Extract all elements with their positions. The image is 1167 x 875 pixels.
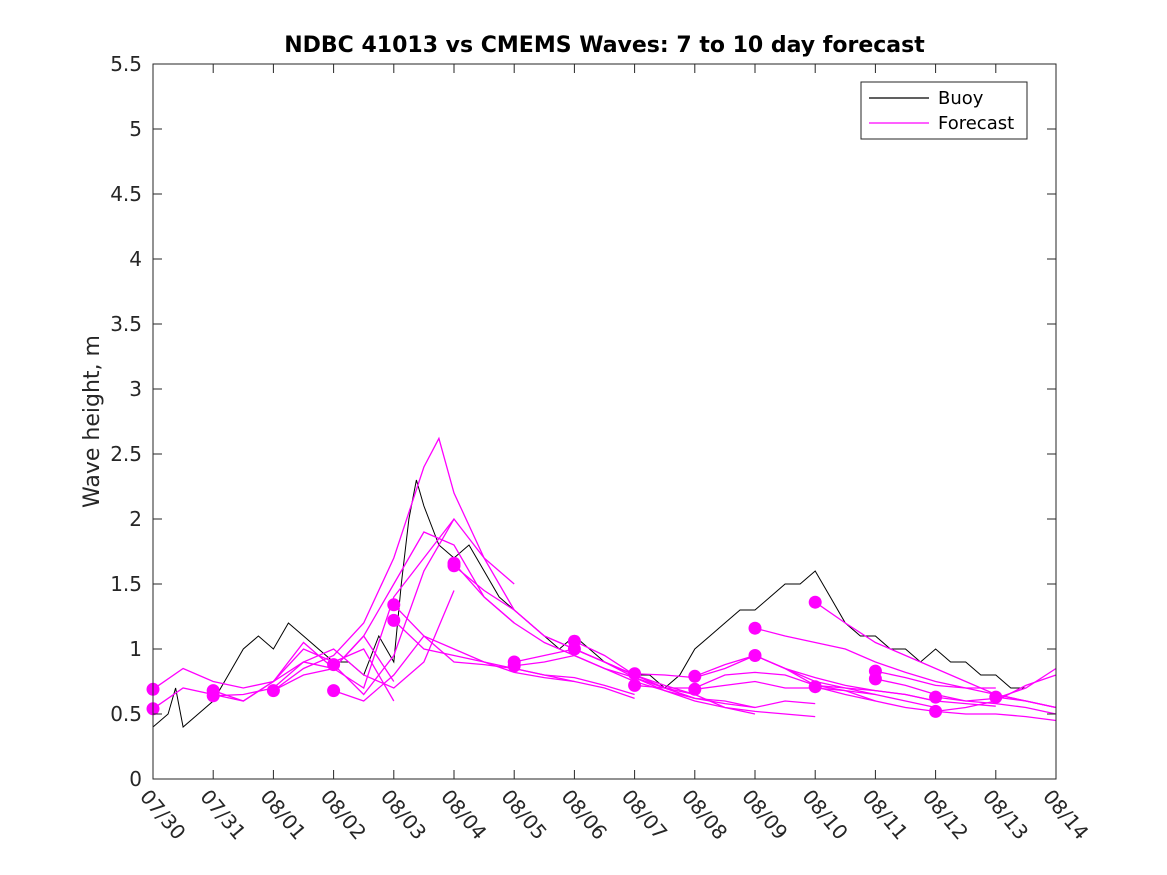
forecast-start-marker — [387, 598, 401, 612]
forecast-start-marker — [507, 659, 521, 673]
y-tick-label: 1.5 — [110, 572, 142, 596]
forecast-run-line — [754, 654, 996, 707]
y-tick-label: 3 — [129, 377, 142, 401]
forecast-start-marker — [447, 559, 461, 573]
chart-title: NDBC 41013 vs CMEMS Waves: 7 to 10 day f… — [284, 33, 925, 58]
legend-label-forecast: Forecast — [938, 113, 1014, 134]
buoy-series-line — [152, 479, 1026, 728]
y-axis-label: Wave height, m — [80, 335, 105, 508]
forecast-start-marker — [387, 613, 401, 627]
forecast-run-line — [574, 640, 816, 709]
forecast-run-line — [574, 648, 816, 718]
forecast-run-line — [273, 531, 515, 692]
y-tick-label: 5.5 — [110, 52, 142, 76]
forecast-start-marker — [868, 672, 882, 686]
forecast-start-marker — [327, 658, 341, 672]
forecast-start-marker — [748, 649, 762, 662]
forecast-start-marker — [808, 680, 822, 694]
forecast-start-marker — [266, 684, 280, 698]
forecast-start-marker — [628, 678, 642, 692]
forecast-start-marker — [748, 621, 762, 635]
legend-box — [860, 81, 1028, 140]
forecast-run-line — [273, 436, 515, 692]
forecast-start-marker — [628, 667, 642, 681]
forecast-start-marker — [688, 669, 702, 683]
y-tick-label: 4 — [129, 247, 142, 271]
plot-area — [146, 436, 1057, 728]
forecast-start-marker — [989, 690, 1003, 704]
forecast-start-marker — [206, 689, 220, 703]
forecast-start-marker — [808, 595, 822, 609]
plot-frame — [152, 63, 1057, 780]
y-tick-label: 2 — [129, 507, 142, 531]
y-tick-label: 1 — [129, 637, 142, 661]
forecast-start-marker — [327, 684, 341, 698]
legend: Buoy Forecast — [860, 81, 1028, 140]
forecast-start-marker — [929, 690, 943, 704]
forecast-run-line — [995, 696, 1057, 709]
y-tick-label: 5 — [129, 117, 142, 141]
forecast-start-marker — [688, 682, 702, 696]
y-tick-label: 0.5 — [110, 702, 142, 726]
forecast-run-line — [754, 627, 996, 689]
y-tick-label: 0 — [129, 767, 142, 791]
y-tick-label: 4.5 — [110, 182, 142, 206]
forecast-start-marker — [929, 704, 943, 718]
legend-label-buoy: Buoy — [938, 88, 984, 109]
forecast-run-line — [634, 671, 876, 702]
forecast-start-marker — [567, 642, 581, 656]
forecast-run-line — [213, 590, 455, 697]
y-tick-label: 3.5 — [110, 312, 142, 336]
y-tick-label: 2.5 — [110, 442, 142, 466]
